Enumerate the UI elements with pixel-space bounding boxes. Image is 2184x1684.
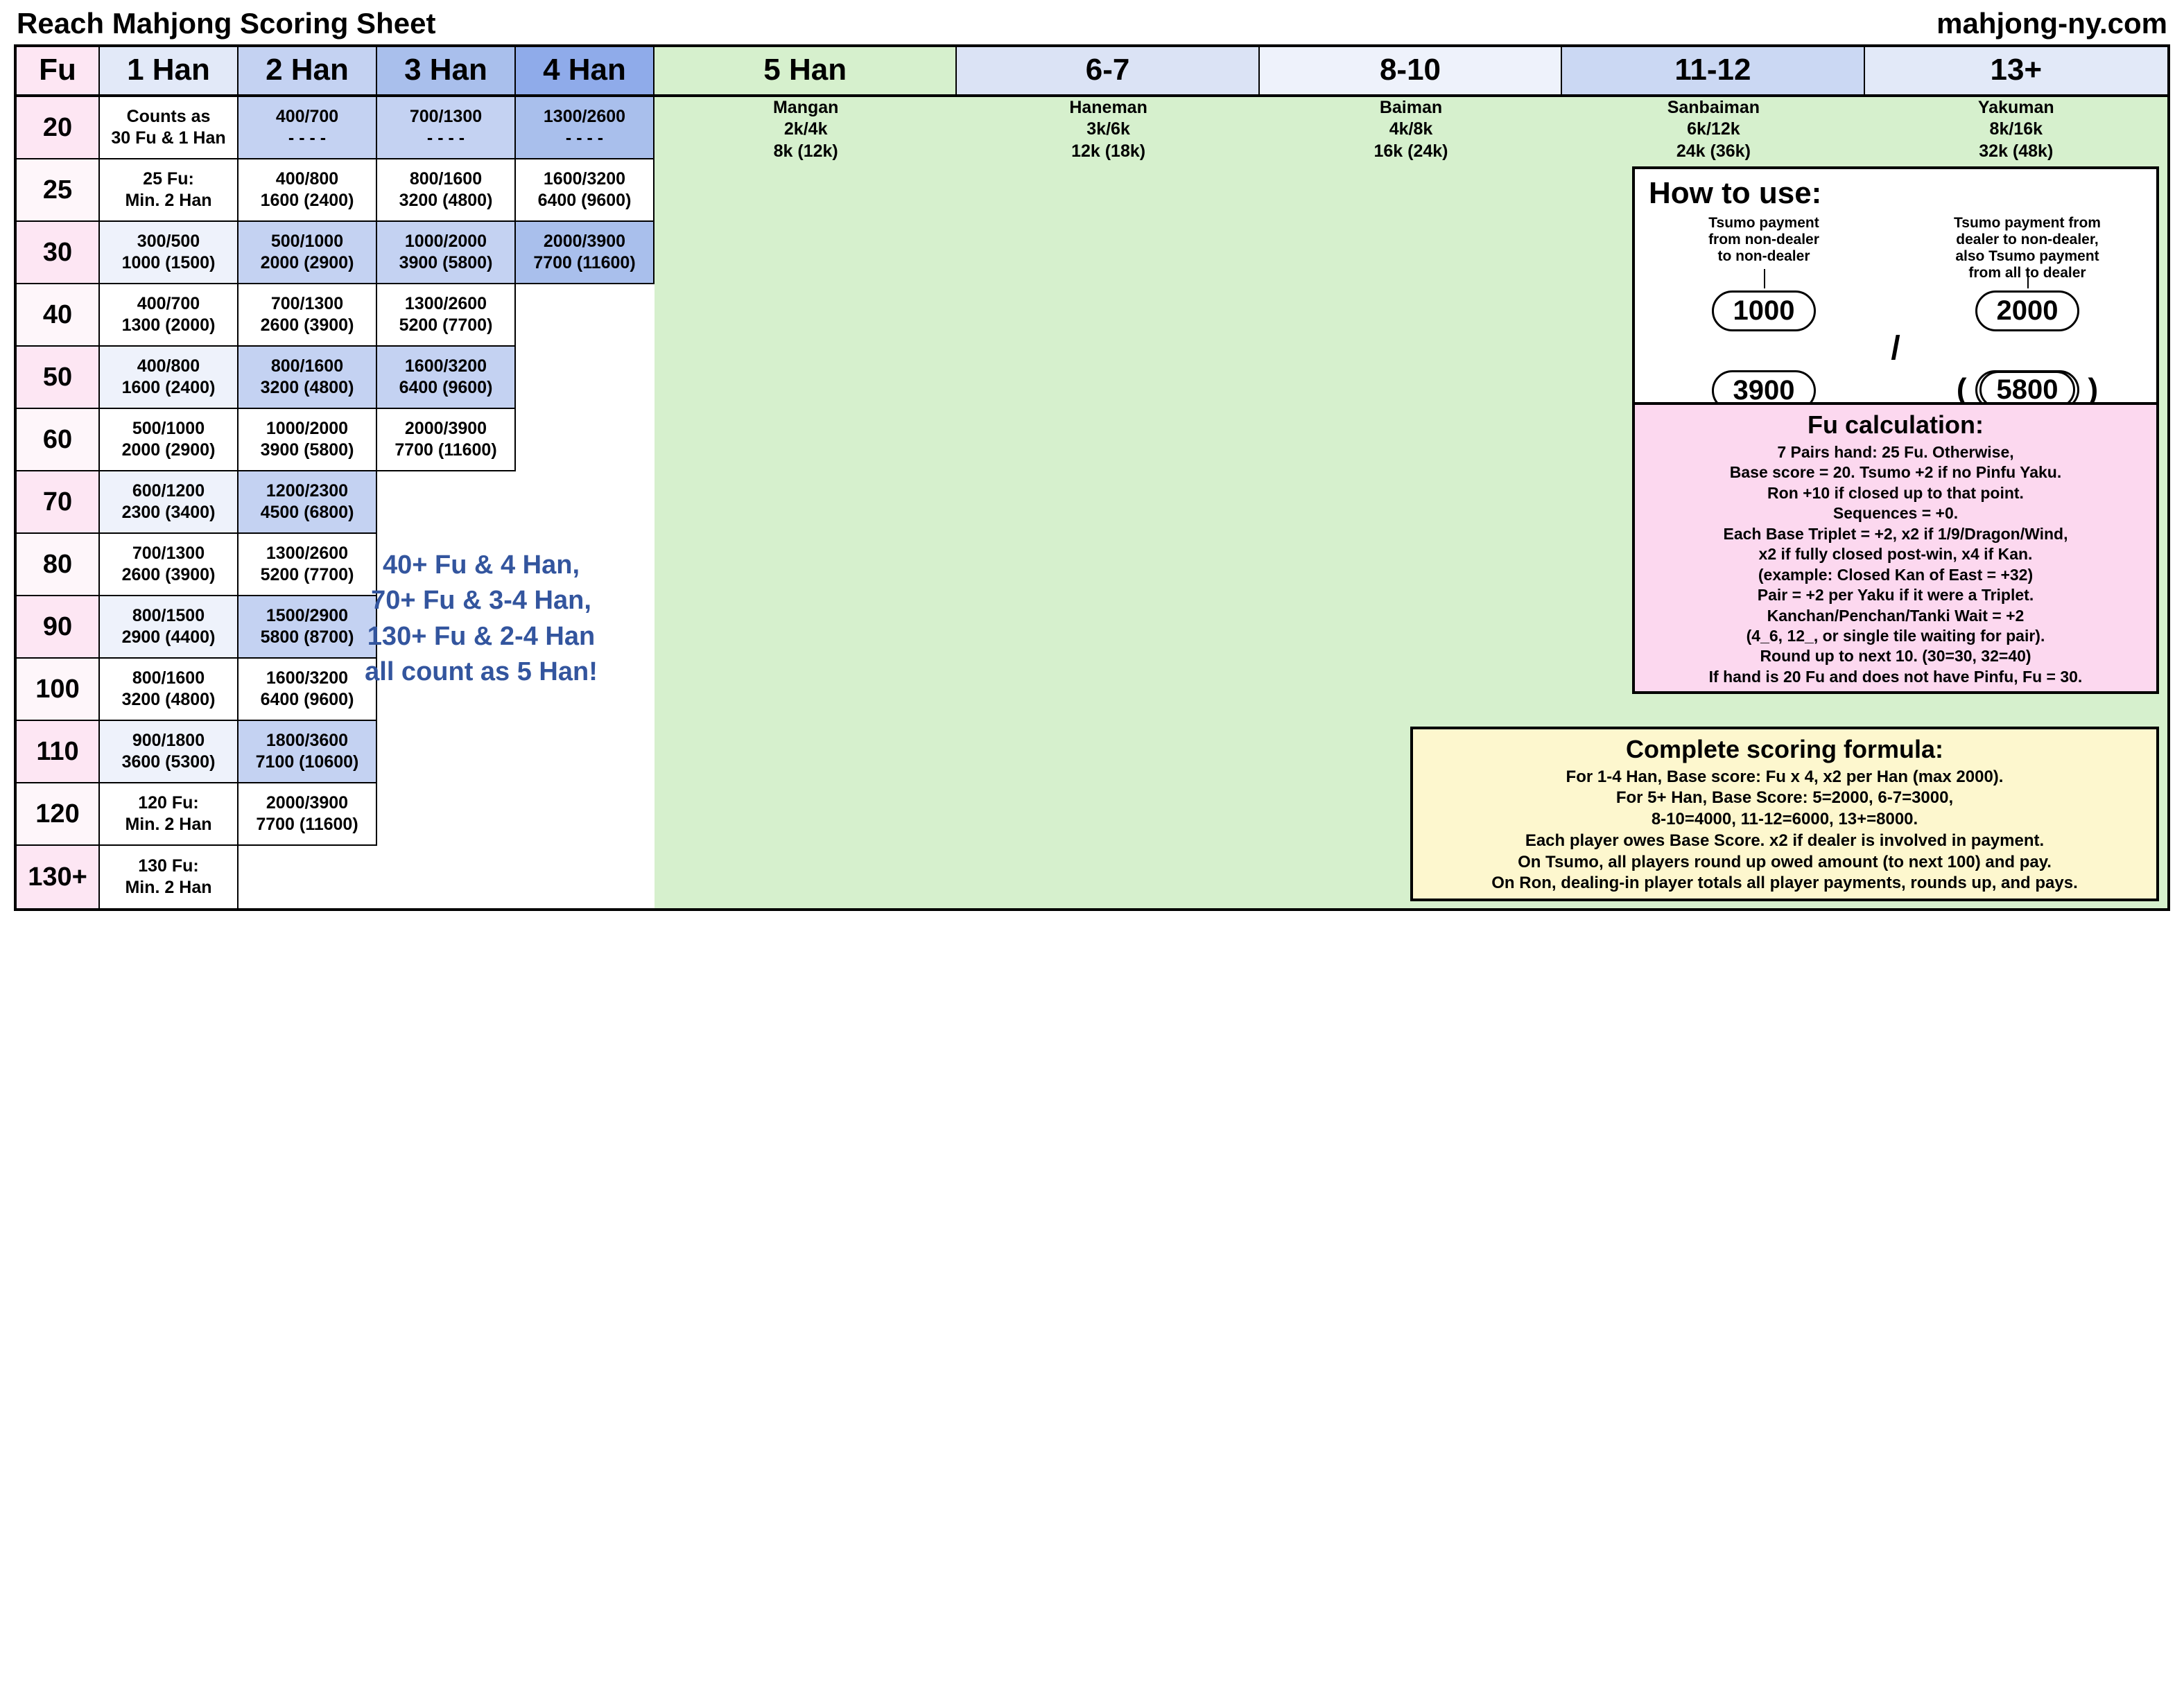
- col-header-5han: 5 Han: [655, 47, 957, 94]
- cell: 130 Fu: Min. 2 Han: [100, 846, 239, 908]
- cell: 500/1000 2000 (2900): [239, 222, 377, 284]
- col-header-67: 6-7: [957, 47, 1259, 94]
- col-header-1han: 1 Han: [100, 47, 239, 94]
- cell: 120 Fu: Min. 2 Han: [100, 783, 239, 846]
- col-header-3han: 3 Han: [377, 47, 516, 94]
- limit-haneman: Haneman 3k/6k 12k (18k): [957, 97, 1259, 162]
- limit-sanbaiman: Sanbaiman 6k/12k 24k (36k): [1562, 97, 1864, 162]
- col-header-1112: 11-12: [1562, 47, 1864, 94]
- col-header-4han: 4 Han: [516, 47, 655, 94]
- col-header-2han: 2 Han: [239, 47, 377, 94]
- fu-80: 80: [17, 534, 100, 596]
- fu-calc-body: 7 Pairs hand: 25 Fu. Otherwise, Base sco…: [1642, 442, 2149, 687]
- header-row: Fu 1 Han 2 Han 3 Han 4 Han 5 Han 6-7 8-1…: [17, 47, 2167, 97]
- formula-title: Complete scoring formula:: [1420, 735, 2149, 764]
- slash-icon: /: [1882, 288, 1909, 367]
- page-title: Reach Mahjong Scoring Sheet: [17, 7, 435, 40]
- site-label: mahjong-ny.com: [1936, 7, 2167, 40]
- fu-calc-title: Fu calculation:: [1642, 410, 2149, 440]
- cell: 1300/2600 5200 (7700): [239, 534, 377, 596]
- formula-body: For 1-4 Han, Base score: Fu x 4, x2 per …: [1420, 767, 2149, 894]
- fu-20: 20: [17, 97, 100, 159]
- fu-50: 50: [17, 347, 100, 409]
- col-1han: Counts as 30 Fu & 1 Han 25 Fu: Min. 2 Ha…: [100, 97, 239, 908]
- cell: 1600/3200 6400 (9600): [239, 659, 377, 721]
- fu-110: 110: [17, 721, 100, 783]
- fu-70: 70: [17, 471, 100, 534]
- fu-40: 40: [17, 284, 100, 347]
- col-2han: 400/700 - - - - 400/800 1600 (2400) 500/…: [239, 97, 377, 908]
- cell: 400/800 1600 (2400): [100, 347, 239, 409]
- howto-top-left: Tsumo payment from non-dealer to non-dea…: [1646, 215, 1882, 270]
- cell: 800/1600 3200 (4800): [377, 159, 516, 222]
- cell: 2000/3900 7700 (11600): [239, 783, 377, 846]
- cell: 800/1600 3200 (4800): [239, 347, 377, 409]
- fu-30: 30: [17, 222, 100, 284]
- cell: 1800/3600 7100 (10600): [239, 721, 377, 783]
- page-header: Reach Mahjong Scoring Sheet mahjong-ny.c…: [14, 7, 2170, 40]
- cell: 1300/2600 - - - -: [516, 97, 655, 159]
- col-header-810: 8-10: [1260, 47, 1562, 94]
- cell: 1000/2000 3900 (5800): [377, 222, 516, 284]
- fu-60: 60: [17, 409, 100, 471]
- cell: 400/700 1300 (2000): [100, 284, 239, 347]
- limit-row: Mangan 2k/4k 8k (12k) Haneman 3k/6k 12k …: [655, 97, 2167, 159]
- fu-calc-box: Fu calculation: 7 Pairs hand: 25 Fu. Oth…: [1632, 402, 2159, 694]
- cell: 2000/3900 7700 (11600): [516, 222, 655, 284]
- cell: 1600/3200 6400 (9600): [377, 347, 516, 409]
- cell: 1600/3200 6400 (9600): [516, 159, 655, 222]
- right-panel: Mangan 2k/4k 8k (12k) Haneman 3k/6k 12k …: [655, 97, 2167, 908]
- main-grid: 20 25 30 40 50 60 70 80 90 100 110 120 1…: [17, 97, 2167, 908]
- fu-100: 100: [17, 659, 100, 721]
- val-tsumo-d: 2000: [1975, 290, 2080, 331]
- cell: 300/500 1000 (1500): [100, 222, 239, 284]
- fu-90: 90: [17, 596, 100, 659]
- score-table: 20 25 30 40 50 60 70 80 90 100 110 120 1…: [17, 97, 655, 908]
- fu-130: 130+: [17, 846, 100, 908]
- limit-baiman: Baiman 4k/8k 16k (24k): [1260, 97, 1562, 162]
- fu-column: 20 25 30 40 50 60 70 80 90 100 110 120 1…: [17, 97, 100, 908]
- limit-mangan: Mangan 2k/4k 8k (12k): [655, 97, 957, 162]
- cell: 1500/2900 5800 (8700): [239, 596, 377, 659]
- cell: 1300/2600 5200 (7700): [377, 284, 516, 347]
- cell: 2000/3900 7700 (11600): [377, 409, 516, 471]
- formula-box: Complete scoring formula: For 1-4 Han, B…: [1410, 727, 2159, 901]
- cell: 800/1600 3200 (4800): [100, 659, 239, 721]
- cell: 900/1800 3600 (5300): [100, 721, 239, 783]
- val-tsumo-nd: 1000: [1712, 290, 1817, 331]
- cell: 600/1200 2300 (3400): [100, 471, 239, 534]
- howto-title: How to use:: [1649, 176, 2145, 211]
- cell: 25 Fu: Min. 2 Han: [100, 159, 239, 222]
- col-3han: 700/1300 - - - - 800/1600 3200 (4800) 10…: [377, 97, 516, 908]
- col-4han: 1300/2600 - - - - 1600/3200 6400 (9600) …: [516, 97, 655, 908]
- cell: 400/800 1600 (2400): [239, 159, 377, 222]
- fu-25: 25: [17, 159, 100, 222]
- cell: 700/1300 - - - -: [377, 97, 516, 159]
- sheet-frame: Fu 1 Han 2 Han 3 Han 4 Han 5 Han 6-7 8-1…: [14, 44, 2170, 911]
- cell: 1200/2300 4500 (6800): [239, 471, 377, 534]
- cell: 700/1300 2600 (3900): [100, 534, 239, 596]
- cell: 1000/2000 3900 (5800): [239, 409, 377, 471]
- cell: Counts as 30 Fu & 1 Han: [100, 97, 239, 159]
- limit-yakuman: Yakuman 8k/16k 32k (48k): [1865, 97, 2167, 162]
- cell: 700/1300 2600 (3900): [239, 284, 377, 347]
- col-header-13: 13+: [1865, 47, 2167, 94]
- fu-header: Fu: [17, 47, 100, 94]
- fu-120: 120: [17, 783, 100, 846]
- cell: 500/1000 2000 (2900): [100, 409, 239, 471]
- cell: 800/1500 2900 (4400): [100, 596, 239, 659]
- cell: 400/700 - - - -: [239, 97, 377, 159]
